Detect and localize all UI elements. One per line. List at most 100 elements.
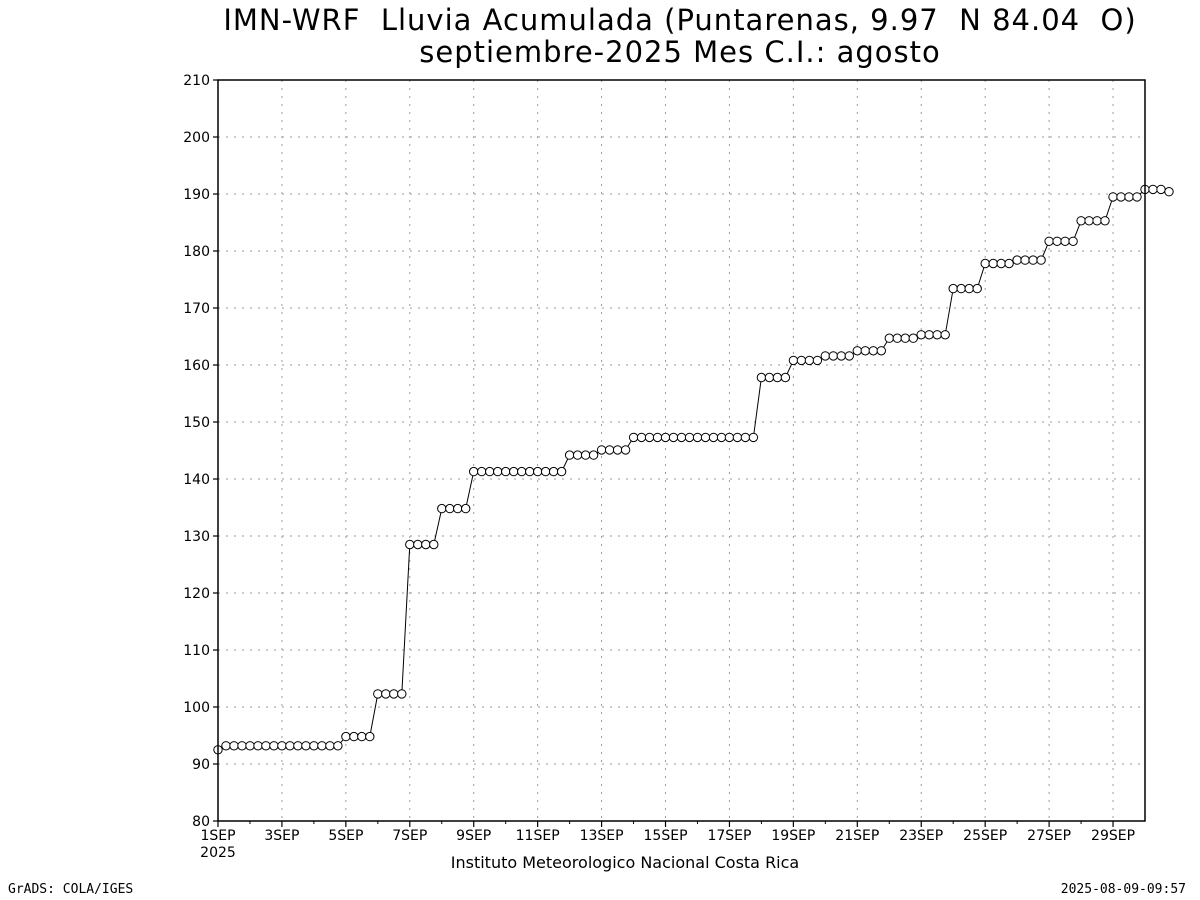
data-point	[716, 432, 727, 443]
data-point	[221, 741, 231, 751]
x-tick-label: 21SEP	[835, 828, 879, 844]
data-point	[972, 283, 982, 294]
data-point	[309, 741, 319, 751]
series-line	[217, 188, 1170, 751]
data-point	[381, 689, 391, 699]
data-point	[820, 351, 830, 361]
data-point	[604, 445, 615, 455]
data-point	[548, 466, 559, 477]
data-point	[828, 351, 838, 361]
data-point	[533, 466, 543, 477]
institution-credit: Instituto Meteorologico Nacional Costa R…	[450, 853, 800, 872]
data-point	[724, 432, 735, 443]
data-point	[1060, 236, 1070, 247]
data-point	[860, 346, 870, 356]
data-point	[644, 432, 655, 443]
data-point	[397, 689, 407, 699]
data-point	[405, 539, 415, 550]
y-tick-label: 110	[183, 643, 210, 659]
data-point	[1076, 216, 1086, 226]
data-point	[413, 539, 423, 550]
x-tick-label: 29SEP	[1091, 828, 1135, 844]
data-point	[836, 351, 846, 361]
data-point	[876, 346, 886, 356]
data-point	[556, 466, 567, 477]
data-point	[812, 355, 823, 366]
data-point	[652, 432, 663, 443]
data-point	[421, 539, 431, 550]
axes: 80 90 100 110 120 130 140 150 160 170 180 190 200 210…	[183, 73, 1135, 861]
data-point	[796, 355, 807, 366]
x-tick-label: 15SEP	[644, 828, 688, 844]
grid-lines	[218, 80, 1145, 821]
data-point	[924, 330, 934, 340]
data-point	[365, 731, 375, 742]
x-tick-label: 5SEP	[328, 828, 363, 844]
x-tick-label: 3SEP	[264, 828, 299, 844]
data-point	[1044, 236, 1054, 247]
data-point	[916, 330, 926, 340]
y-tick-label: 170	[183, 301, 210, 317]
data-point	[333, 741, 343, 751]
data-point	[237, 741, 247, 751]
y-tick-label: 180	[183, 244, 210, 260]
data-point	[469, 466, 479, 477]
data-point	[668, 432, 679, 443]
y-tick-label: 160	[183, 358, 210, 374]
data-point	[852, 346, 862, 356]
data-point	[588, 450, 599, 460]
data-point	[564, 450, 575, 460]
data-point	[628, 432, 639, 443]
data-point	[684, 432, 695, 443]
data-point	[493, 466, 503, 477]
data-point	[1012, 255, 1022, 265]
data-point	[932, 330, 942, 340]
x-tick-label: 11SEP	[516, 828, 560, 844]
data-point	[700, 432, 711, 443]
data-point	[1052, 236, 1062, 247]
data-point	[1100, 216, 1110, 226]
x-tick-label: 13SEP	[580, 828, 624, 844]
x-tick-label: 9SEP	[456, 828, 491, 844]
data-point	[900, 333, 910, 343]
data-point	[580, 450, 591, 460]
data-point	[908, 333, 918, 343]
data-point	[269, 741, 279, 751]
data-point	[892, 333, 902, 343]
data-point	[429, 539, 439, 550]
x-tick-label: 19SEP	[771, 828, 815, 844]
data-point	[636, 432, 647, 443]
data-point	[732, 432, 743, 443]
data-point	[445, 503, 455, 514]
data-point	[540, 466, 551, 477]
data-point	[748, 432, 759, 443]
data-point	[1084, 216, 1094, 226]
data-point	[253, 741, 263, 751]
y-tick-label: 150	[183, 415, 210, 431]
data-point	[572, 450, 583, 460]
data-point	[1164, 187, 1174, 197]
y-tick-label: 100	[183, 700, 210, 716]
x-tick-sublabel: 2025	[200, 845, 236, 861]
data-point	[1116, 192, 1126, 202]
data-point	[844, 351, 854, 361]
data-point	[317, 741, 327, 751]
data-point	[884, 333, 894, 343]
data-point	[788, 355, 799, 366]
data-point	[740, 432, 751, 443]
grads-credit: GrADS: COLA/IGES	[8, 882, 134, 897]
x-tick-label: 25SEP	[963, 828, 1007, 844]
data-point	[756, 372, 767, 383]
data-point	[261, 741, 271, 751]
y-tick-label: 90	[192, 757, 210, 773]
data-point	[692, 432, 703, 443]
data-point	[620, 445, 631, 455]
data-point	[277, 741, 287, 751]
data-point	[1108, 192, 1118, 202]
x-tick-label: 27SEP	[1027, 828, 1071, 844]
data-point	[1028, 255, 1038, 265]
data-point	[453, 503, 463, 514]
data-point	[980, 258, 990, 269]
data-point	[501, 466, 511, 477]
